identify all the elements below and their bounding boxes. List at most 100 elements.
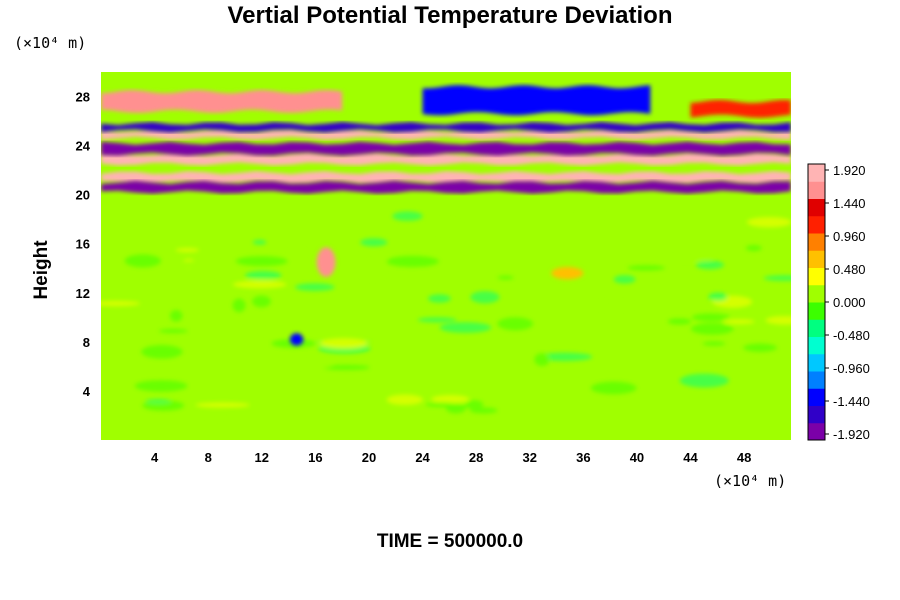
y-axis-unit: (×10⁴ m) (14, 34, 86, 52)
field-streak (469, 407, 498, 414)
colorbar-swatch (808, 215, 825, 234)
field-streak (141, 345, 183, 359)
y-axis-unit-text: (×10⁴ m) (14, 34, 87, 52)
field-band (690, 99, 791, 118)
x-axis-unit-text: (×10⁴ m) (714, 472, 787, 490)
field-streak (765, 315, 791, 325)
colorbar-tick-label: 0.480 (833, 262, 866, 277)
colorbar-tick-label: -1.440 (833, 394, 870, 409)
field-streak (158, 328, 188, 334)
field-streak (252, 239, 267, 245)
x-tick-label: 8 (205, 450, 212, 465)
field-streak (763, 275, 791, 281)
time-label: TIME = 500000.0 (376, 531, 524, 552)
field-streak (101, 300, 141, 307)
field-streak (667, 318, 692, 325)
field-blob (316, 247, 336, 277)
colorbar-swatch (808, 233, 825, 251)
field-streak (690, 322, 734, 335)
field-streak (536, 352, 593, 362)
colorbar-tick-label: 0.000 (833, 295, 866, 310)
x-axis-ticks: 4 8 12 16 20 24 28 32 36 40 44 48 (151, 450, 751, 465)
x-tick-label: 12 (255, 450, 269, 465)
field-streak (428, 294, 451, 303)
colorbar-tick-label: 1.920 (833, 163, 866, 178)
field-streak (613, 275, 636, 284)
x-axis-unit: (×10⁴ m) (714, 472, 786, 490)
field-streak (170, 309, 183, 322)
field-streak (429, 219, 462, 234)
field-streak (417, 317, 457, 323)
field-streak (594, 301, 634, 310)
field-bands (101, 85, 791, 194)
field-streak (386, 255, 439, 267)
field-streak (695, 260, 724, 270)
y-axis-ticks: 4 8 12 16 20 24 28 (76, 90, 91, 399)
field-blobs (289, 247, 584, 346)
field-blob (551, 267, 584, 280)
field-streak (723, 319, 755, 325)
colorbar-swatch (808, 422, 825, 441)
colorbar-swatch (808, 284, 825, 303)
x-tick-label: 48 (737, 450, 751, 465)
field-streak (431, 395, 470, 404)
colorbar-swatch (808, 371, 825, 389)
field-streak (319, 338, 368, 349)
field-band (101, 90, 343, 113)
field-band (101, 121, 791, 133)
colorbar-tick-label: 0.960 (833, 229, 866, 244)
field-streak (534, 353, 550, 366)
field-streak (252, 295, 271, 308)
x-tick-label: 20 (362, 450, 376, 465)
colorbar-tick-label: -0.480 (833, 328, 870, 343)
field-streak (691, 313, 731, 322)
chart-title: Vertial Potential Temperature Deviation (227, 2, 673, 29)
x-tick-label: 36 (576, 450, 590, 465)
field-texture (101, 211, 791, 420)
colorbar-swatch (808, 336, 825, 355)
field-streak (497, 275, 514, 280)
colorbar-swatch (808, 198, 825, 217)
field-streak (195, 402, 250, 408)
field-streak (702, 341, 726, 346)
field-streak (708, 292, 728, 302)
colorbar-swatch (808, 302, 825, 320)
x-tick-label: 16 (308, 450, 322, 465)
field-streak (232, 298, 246, 313)
field-streak (206, 411, 223, 420)
field-band (422, 85, 651, 116)
field-blob (289, 333, 304, 346)
y-tick-label: 24 (76, 139, 91, 154)
y-tick-label: 20 (76, 188, 90, 203)
colorbar: 1.920 1.440 0.960 0.480 0.000 -0.480 -0.960 -1.… (807, 163, 870, 442)
field-streak (497, 317, 534, 331)
colorbar-swatch (808, 267, 825, 286)
field-streak (145, 399, 171, 404)
field-band (101, 170, 791, 184)
y-tick-label: 4 (83, 384, 91, 399)
y-tick-label: 12 (76, 286, 90, 301)
x-tick-label: 24 (415, 450, 430, 465)
field-streak (464, 400, 484, 409)
y-tick-label: 28 (76, 90, 90, 105)
field-streak (323, 364, 370, 371)
colorbar-swatch (808, 319, 825, 337)
field-streak (627, 265, 666, 271)
x-tick-label: 32 (523, 450, 537, 465)
field-streak (743, 343, 777, 352)
field-streak (386, 394, 423, 405)
field-streak (134, 380, 188, 392)
colorbar-swatch (808, 353, 825, 372)
field-streak (746, 216, 791, 228)
field-streak (166, 261, 221, 268)
x-tick-label: 4 (151, 450, 159, 465)
x-tick-label: 44 (683, 450, 698, 465)
colorbar-swatch (808, 181, 825, 199)
field-streak (360, 265, 385, 280)
field-streak (660, 256, 713, 261)
field-streak (470, 291, 500, 304)
colorbar-swatch (808, 164, 825, 182)
field-streak (101, 337, 122, 343)
field-band (101, 152, 791, 166)
